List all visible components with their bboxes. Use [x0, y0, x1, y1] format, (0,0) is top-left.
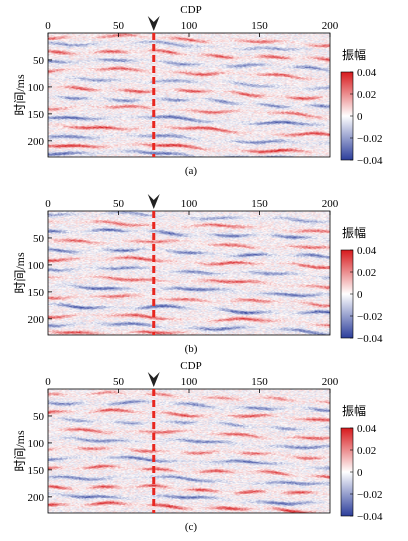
seismic-heatmap [48, 33, 330, 157]
panel-label: (a) [185, 165, 198, 177]
panel-label: (b) [185, 343, 198, 355]
colorbar-tick-label: −0.02 [357, 311, 382, 323]
x-tick-label: 200 [322, 198, 339, 210]
y-axis-label: 时间/ms [13, 74, 27, 116]
marker-arrow-icon [147, 194, 160, 209]
x-tick-label: 100 [181, 376, 198, 388]
colorbar-title: 振幅 [342, 225, 366, 240]
seismic-panel: 0 50 100 150 200 50 100 150 200 CDP 时间/ms (a) 振幅 0.04… [13, 4, 383, 177]
y-tick-label: 50 [33, 55, 45, 67]
colorbar-tick-label: −0.04 [357, 511, 383, 523]
colorbar-tick-label: −0.02 [357, 133, 382, 145]
y-tick-label: 150 [28, 109, 45, 121]
marker-arrow-icon [147, 372, 160, 387]
colorbar-tick-label: −0.04 [357, 155, 383, 167]
seismic-panel: 0 50 100 150 200 50 100 150 200 时间/ms (b) 振幅 0.04 0.0… [13, 194, 383, 355]
colorbar-tick-label: 0 [357, 289, 363, 301]
y-tick-label: 150 [28, 465, 45, 477]
colorbar-tick-label: −0.04 [357, 333, 383, 345]
y-tick-label: 50 [33, 411, 45, 423]
colorbar-title: 振幅 [342, 403, 366, 418]
y-tick-label: 200 [28, 136, 45, 148]
y-tick-label: 50 [33, 233, 45, 245]
colorbar-tick-label: 0.04 [357, 423, 377, 435]
x-axis-label: CDP [180, 360, 201, 372]
x-tick-label: 0 [45, 376, 51, 388]
x-tick-label: 50 [113, 376, 125, 388]
seismic-heatmap [48, 389, 330, 513]
x-tick-label: 100 [181, 20, 198, 32]
x-tick-label: 150 [251, 20, 268, 32]
y-tick-label: 100 [28, 260, 45, 272]
colorbar-tick-label: 0 [357, 467, 363, 479]
x-tick-label: 50 [113, 20, 125, 32]
y-tick-label: 100 [28, 438, 45, 450]
x-tick-label: 200 [322, 20, 339, 32]
colorbar-tick-label: 0.02 [357, 445, 376, 457]
colorbar-tick-label: 0.02 [357, 267, 376, 279]
panel-label: (c) [185, 521, 198, 533]
colorbar-tick-label: 0 [357, 111, 363, 123]
x-tick-label: 0 [45, 198, 51, 210]
colorbar-tick-label: −0.02 [357, 489, 382, 501]
colorbar-tick-label: 0.02 [357, 89, 376, 101]
marker-arrow-icon [147, 16, 160, 31]
y-tick-label: 200 [28, 314, 45, 326]
x-tick-label: 150 [251, 198, 268, 210]
y-tick-label: 200 [28, 492, 45, 504]
y-tick-label: 150 [28, 287, 45, 299]
x-axis-label: CDP [180, 4, 201, 16]
colorbar-tick-label: 0.04 [357, 67, 377, 79]
y-tick-label: 100 [28, 82, 45, 94]
seismic-panel: 0 50 100 150 200 50 100 150 200 CDP 时间/ms (c) 振幅 0.04… [13, 360, 383, 533]
colorbar-title: 振幅 [342, 47, 366, 62]
x-tick-label: 50 [113, 198, 125, 210]
x-tick-label: 100 [181, 198, 198, 210]
y-axis-label: 时间/ms [13, 252, 27, 294]
x-tick-label: 150 [251, 376, 268, 388]
seismic-heatmap [48, 211, 330, 335]
y-axis-label: 时间/ms [13, 430, 27, 472]
x-tick-label: 200 [322, 376, 339, 388]
x-tick-label: 0 [45, 20, 51, 32]
colorbar-tick-label: 0.04 [357, 245, 377, 257]
